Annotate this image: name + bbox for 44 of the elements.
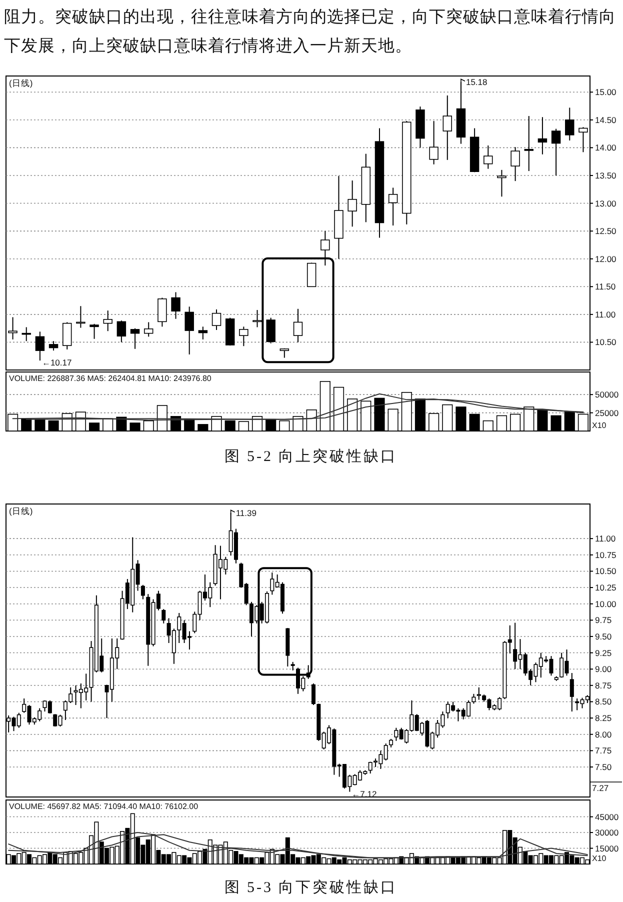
annotation: VOLUME: 45697.82 MA5: 71094.40 MA10: 76102.00 [9, 802, 199, 811]
y-tick-label: 9.25 [595, 648, 612, 658]
y-tick-label: 8.75 [595, 680, 612, 690]
y-tick-label: 10.00 [595, 598, 617, 609]
y-tick-label: 9.75 [595, 615, 612, 626]
y-tick-label: 8.00 [595, 729, 612, 740]
caption: 图 5-2 向上突破性缺口 [224, 448, 398, 465]
y-tick-label: 25000 [595, 408, 619, 418]
annotation: ←7.12 [352, 788, 377, 799]
y-tick-label: 8.25 [595, 713, 612, 724]
y-tick-label: 12.00 [595, 254, 617, 264]
y-tick-label: 14.50 [595, 114, 617, 125]
y-tick-label: 10.75 [595, 550, 617, 560]
y-tick-label: 13.00 [595, 198, 617, 208]
y-tick-label: 15.00 [595, 87, 617, 98]
ref-line-label: 7.27 [592, 782, 609, 793]
y-tick-label: 9.50 [595, 631, 612, 642]
text: X10 [592, 854, 607, 863]
y-tick-label: 50000 [595, 390, 619, 400]
y-tick-label: 11.00 [595, 309, 616, 320]
annotation: VOLUME: 226887.36 MA5: 262404.81 MA10: 243976.80 [9, 374, 212, 383]
annotation: 11.39 [236, 508, 257, 518]
y-tick-label: 9.00 [595, 664, 612, 674]
text: X10 [592, 421, 607, 430]
chart-title: (日线) [9, 506, 33, 516]
y-tick-label: 30000 [595, 828, 619, 838]
y-tick-label: 45000 [595, 812, 619, 822]
y-tick-label: 10.50 [595, 566, 617, 576]
annotation: ←10.17 [42, 358, 72, 368]
y-tick-label: 13.50 [595, 170, 617, 180]
y-tick-label: 15000 [595, 843, 619, 854]
y-tick-label: 14.00 [595, 142, 617, 153]
caption: 图 5-3 向下突破性缺口 [224, 879, 398, 896]
y-tick-label: 7.75 [595, 746, 612, 756]
y-tick-label: 10.50 [595, 337, 617, 348]
text: 阻力。突破缺口的出现，往往意味着方向的选择已定，向下突破缺口意味着行情向下发展，向上突破缺口意味着行情将进入一片新天地。 [4, 6, 616, 57]
y-tick-label: 12.50 [595, 226, 617, 236]
y-tick-label: 11.00 [595, 534, 616, 544]
y-tick-label: 11.50 [595, 282, 616, 292]
annotation: 15.18 [466, 77, 488, 88]
y-tick-label: 10.25 [595, 582, 617, 593]
y-tick-label: 7.50 [595, 762, 612, 772]
chart-title: (日线) [9, 78, 33, 88]
y-tick-label: 8.50 [595, 696, 612, 707]
